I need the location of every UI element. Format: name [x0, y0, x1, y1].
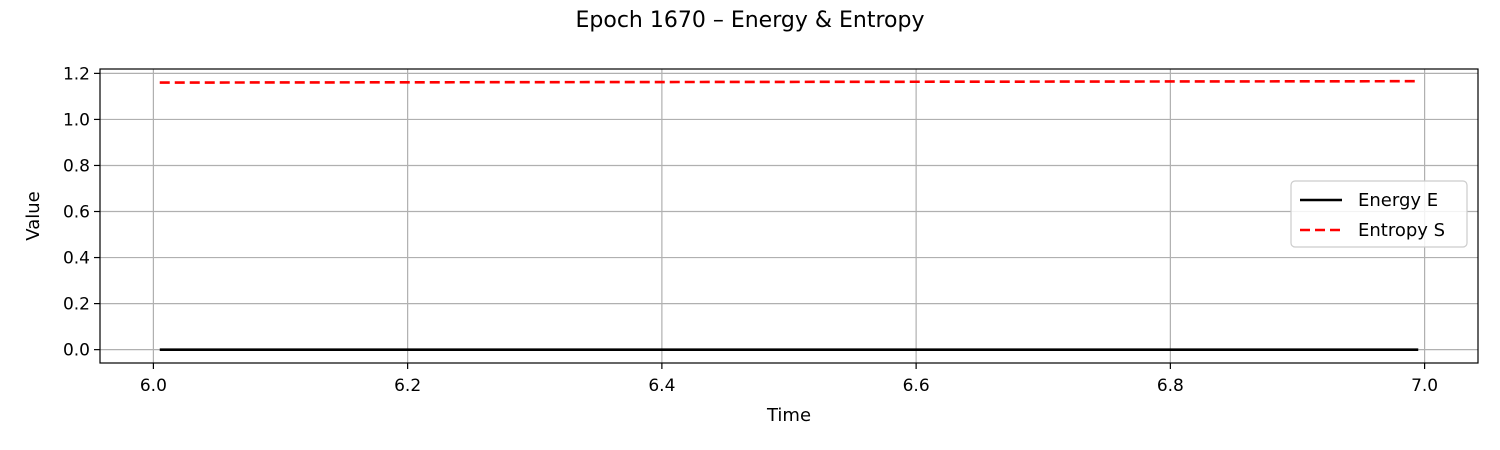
y-tick-label: 0.6 [63, 203, 90, 223]
x-tick-label: 6.8 [1157, 376, 1184, 396]
y-tick-label: 0.4 [63, 249, 90, 269]
x-tick-label: 6.2 [394, 376, 421, 396]
y-axis-ticks: 0.0 0.2 0.4 0.6 0.8 1.0 1.2 [63, 64, 100, 361]
x-axis-label: Time [766, 405, 811, 426]
x-tick-label: 6.4 [648, 376, 675, 396]
y-axis-label: Value [23, 191, 44, 240]
y-tick-label: 0.8 [63, 156, 90, 176]
gridlines [100, 69, 1478, 363]
series-line-entropy-s [159, 79, 1419, 84]
series-layer [159, 79, 1419, 351]
plot-frame [99, 68, 1479, 364]
x-tick-label: 7.0 [1411, 376, 1438, 396]
legend-label: Entropy S [1358, 220, 1445, 241]
x-tick-label: 6.0 [140, 376, 167, 396]
y-tick-label: 0.0 [63, 341, 90, 361]
chart-title: Epoch 1670 – Energy & Entropy [576, 8, 925, 33]
legend: Energy E Entropy S [1290, 180, 1468, 248]
y-tick-label: 1.0 [63, 110, 90, 130]
y-tick-label: 0.2 [63, 295, 90, 315]
x-tick-label: 6.6 [903, 376, 930, 396]
legend-label: Energy E [1358, 190, 1438, 211]
x-axis-ticks: 6.0 6.2 6.4 6.6 6.8 7.0 [140, 363, 1438, 396]
y-tick-label: 1.2 [63, 64, 90, 84]
